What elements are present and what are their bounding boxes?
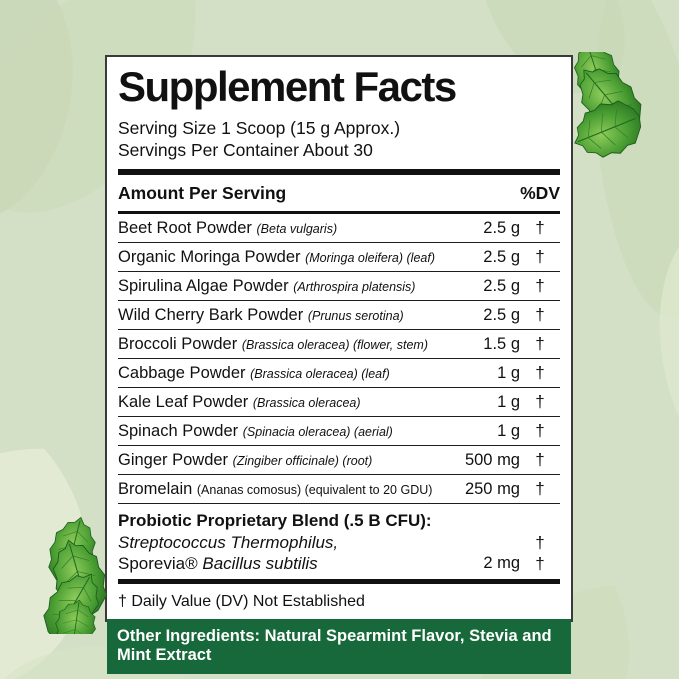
daily-value-footnote: † Daily Value (DV) Not Established: [118, 593, 365, 611]
table-header-row: Amount Per Serving %DV: [118, 175, 560, 211]
ingredient-dv: †: [535, 218, 545, 238]
servings-per-container: Servings Per Container About 30: [118, 140, 373, 161]
ingredient-row: Bromelain (Ananas comosus) (equivalent t…: [118, 475, 560, 505]
ingredient-dv: †: [535, 276, 545, 296]
ingredient-dv: †: [535, 334, 545, 354]
ingredient-name: Wild Cherry Bark Powder: [118, 305, 304, 324]
ingredient-dv: †: [535, 479, 545, 499]
ingredient-name: Broccoli Powder: [118, 334, 238, 353]
ingredient-name: Ginger Powder: [118, 450, 229, 469]
ingredient-name: Spinach Powder: [118, 421, 239, 440]
blend-species-latin: Bacillus subtilis: [202, 554, 318, 574]
ingredient-dv: †: [535, 392, 545, 412]
blend-line: Streptococcus Thermophilus, †: [118, 532, 560, 553]
ingredient-dv: †: [535, 363, 545, 383]
ingredient-latin: (Brassica oleracea): [252, 395, 361, 410]
ingredient-amount: 2.5 g: [483, 276, 520, 295]
ingredient-dv: †: [535, 450, 545, 470]
blend-species: Sporevia® Bacillus subtilis: [118, 553, 460, 574]
ingredient-name: Bromelain: [118, 479, 193, 498]
ingredient-row: Beet Root Powder (Beta vulgaris) 2.5 g †: [118, 214, 560, 244]
blend-brand: Sporevia®: [118, 554, 203, 574]
probiotic-blend-section: Probiotic Proprietary Blend (.5 B CFU): …: [118, 504, 560, 579]
mint-leaf-cluster-bottom-left: [40, 511, 115, 634]
supplement-facts-panel: Supplement Facts Serving Size 1 Scoop (1…: [105, 55, 573, 675]
ingredient-row: Kale Leaf Powder (Brassica oleracea) 1 g…: [118, 388, 560, 418]
ingredient-table: Beet Root Powder (Beta vulgaris) 2.5 g †…: [118, 214, 560, 505]
ingredient-amount: 250 mg: [464, 479, 520, 498]
ingredient-name: Cabbage Powder: [118, 363, 246, 382]
ingredient-name: Beet Root Powder: [118, 218, 252, 237]
serving-size: Serving Size 1 Scoop (15 g Approx.): [118, 118, 401, 139]
ingredient-name: Organic Moringa Powder: [118, 247, 301, 266]
mint-leaf-cluster-top-right: [563, 52, 648, 169]
blend-amount: 2 mg: [483, 554, 520, 573]
ingredient-dv: †: [535, 421, 545, 441]
ingredient-row: Broccoli Powder (Brassica oleracea) (flo…: [118, 330, 560, 360]
divider-medium: [118, 211, 560, 215]
ingredient-latin: (Beta vulgaris): [256, 221, 338, 236]
ingredient-row: Ginger Powder (Zingiber officinale) (roo…: [118, 446, 560, 476]
blend-title: Probiotic Proprietary Blend (.5 B CFU):: [118, 511, 432, 531]
blend-species: Streptococcus Thermophilus,: [118, 533, 339, 553]
ingredient-latin: (Zingiber officinale) (root): [232, 453, 373, 468]
ingredient-latin: (Brassica oleracea) (flower, stem): [241, 337, 428, 352]
ingredient-amount: 2.5 g: [483, 247, 520, 266]
ingredient-row: Spirulina Algae Powder (Arthrospira plat…: [118, 272, 560, 302]
divider-thick-top: [118, 169, 560, 176]
ingredient-amount: 2.5 g: [483, 305, 520, 324]
ingredient-latin: (Moringa oleifera) (leaf): [305, 250, 436, 265]
ingredient-name: Spirulina Algae Powder: [118, 276, 289, 295]
ingredient-name: Kale Leaf Powder: [118, 392, 249, 411]
other-ingredients-bar: Other Ingredients: Natural Spearmint Fla…: [107, 619, 571, 675]
ingredient-amount: 1.5 g: [483, 334, 520, 353]
divider-thick-bottom: [118, 579, 560, 585]
ingredient-latin: (Prunus serotina): [307, 308, 404, 323]
ingredient-row: Wild Cherry Bark Powder (Prunus serotina…: [118, 301, 560, 331]
blend-dv: †: [535, 554, 545, 574]
ingredient-dv: †: [535, 247, 545, 267]
ingredient-amount: 2.5 g: [483, 218, 520, 237]
ingredient-latin: (Brassica oleracea) (leaf): [250, 366, 390, 381]
ingredient-amount: 1 g: [497, 392, 520, 411]
percent-dv-header: %DV: [520, 183, 560, 204]
blend-line: Sporevia® Bacillus subtilis 2 mg †: [118, 553, 560, 574]
ingredient-amount: 1 g: [497, 363, 520, 382]
ingredient-row: Cabbage Powder (Brassica oleracea) (leaf…: [118, 359, 560, 389]
ingredient-amount: 500 mg: [464, 450, 520, 469]
panel-title: Supplement Facts: [118, 63, 457, 110]
ingredient-latin: (Arthrospira platensis): [293, 279, 416, 294]
amount-per-serving-header: Amount Per Serving: [118, 183, 287, 204]
ingredient-row: Spinach Powder (Spinacia oleracea) (aeri…: [118, 417, 560, 447]
ingredient-row: Organic Moringa Powder (Moringa oleifera…: [118, 243, 560, 273]
ingredient-latin: (Spinacia oleracea) (aerial): [242, 424, 393, 439]
ingredient-amount: 1 g: [497, 421, 520, 440]
ingredient-latin: (Ananas comosus) (equivalent to 20 GDU): [196, 482, 433, 497]
blend-dv: †: [535, 533, 545, 553]
ingredient-dv: †: [535, 305, 545, 325]
